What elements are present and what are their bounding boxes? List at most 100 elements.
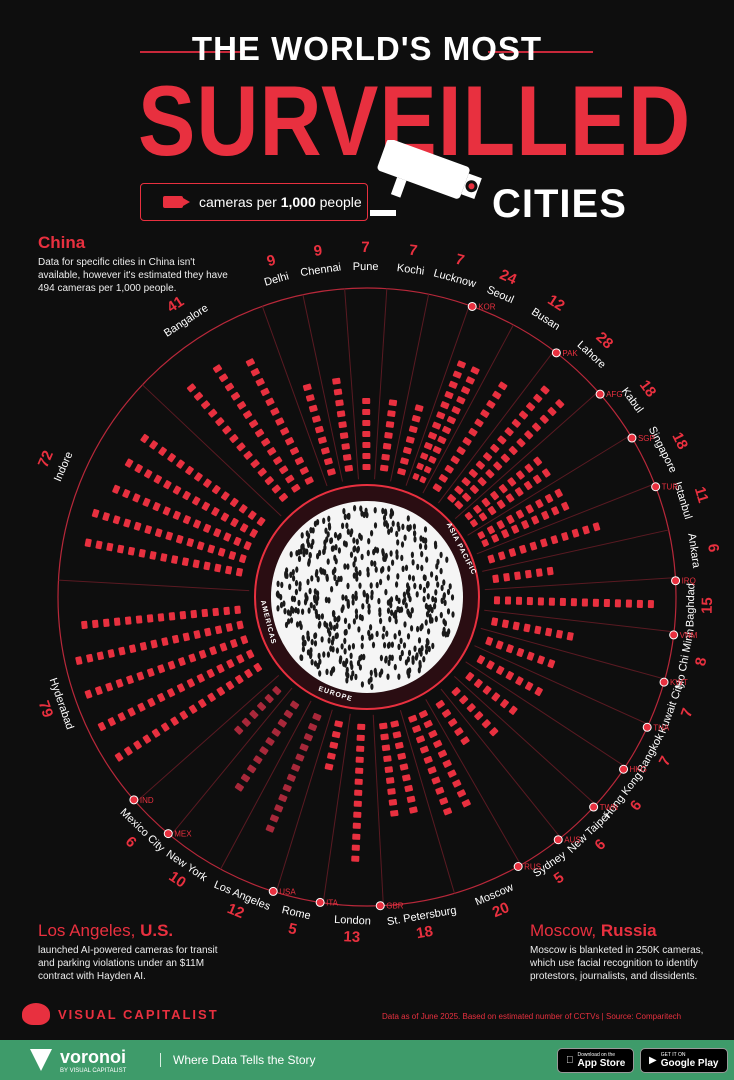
camera-mark [257,467,267,477]
crowd-person [383,556,386,562]
crowd-person [419,584,422,590]
camera-mark [470,519,479,528]
crowd-person [327,651,330,657]
camera-mark [172,635,180,644]
camera-mark [462,492,472,502]
camera-mark [354,801,362,807]
crowd-person [369,624,372,630]
camera-mark [515,676,524,686]
crowd-person [403,642,406,648]
camera-mark [209,646,217,656]
crowd-person [382,633,385,639]
crowd-person [301,609,304,615]
camera-mark [380,465,389,472]
camera-mark [547,407,557,417]
camera-mark [533,456,543,466]
crowd-person [392,520,395,526]
camera-mark [541,511,550,521]
camera-mark [521,520,530,530]
camera-mark [498,381,508,390]
camera-mark [193,519,202,529]
camera-mark [432,483,442,492]
camera-mark [114,752,123,762]
crowd-person [407,592,410,598]
camera-mark [125,616,132,625]
camera-mark [502,619,509,628]
vc-brand-text: VISUAL CAPITALIST [58,1007,219,1022]
crowd-person [346,583,349,589]
la-body: launched AI-powered cameras for transit … [38,944,218,983]
crowd-person [343,563,346,569]
camera-mark [239,554,247,563]
crowd-person [347,514,350,520]
crowd-person [290,606,293,612]
crowd-person [331,546,334,552]
crowd-person [339,658,342,664]
country-code: MEX [174,830,192,839]
crowd-person [327,627,330,633]
crowd-person [317,662,320,668]
sector-divider [406,305,469,485]
camera-mark [321,447,330,455]
camera-mark [353,823,361,829]
value-label: 72 [35,448,57,470]
camera-mark [452,370,462,379]
camera-mark [476,655,485,665]
crowd-person [416,591,419,597]
crowd-person [400,555,403,561]
sector-divider [345,289,359,479]
crowd-person [397,644,400,650]
voronoi-brand[interactable]: voronoi BY VISUAL CAPITALIST [30,1047,126,1074]
camera-mark [379,723,388,730]
crowd-person [442,579,445,585]
camera-mark [515,509,524,519]
crowd-person [353,618,356,624]
flag-icon [316,898,324,906]
crowd-person [311,539,314,545]
flag-icon [269,887,277,895]
camera-mark [127,707,136,717]
crowd-person [355,613,358,619]
camera-mark [387,410,396,417]
google-play-button[interactable]: ▶ GET IT ON Google Play [640,1048,728,1073]
camera-mark [337,410,346,417]
camera-mark [277,718,287,727]
city-label: Ankara [685,533,702,570]
crowd-person [326,576,329,582]
camera-mark [505,596,511,604]
camera-mark [532,422,542,432]
camera-mark [496,499,505,509]
camera-mark [409,806,418,814]
crowd-person [398,630,401,636]
camera-mark [412,415,421,423]
camera-mark [118,647,126,656]
app-store-button[interactable]:  Download on theApp Store [557,1048,634,1073]
camera-mark [273,456,283,465]
camera-mark [303,383,312,391]
crowd-person [337,534,340,540]
camera-mark [196,673,205,683]
crowd-person [374,668,377,674]
bar-hyderabad [75,606,262,762]
sector-divider [441,689,561,838]
crowd-person [288,584,291,590]
camera-mark [278,493,288,503]
crowd-person [372,549,375,555]
crowd-person [387,566,390,572]
crowd-person [351,670,354,676]
crowd-person [313,633,316,639]
camera-mark [172,510,181,520]
crowd-person [313,604,316,610]
camera-mark [234,782,244,791]
crowd-person [321,613,324,619]
camera-mark [403,447,412,455]
camera-mark [256,517,266,527]
bar-sydney [435,700,470,746]
flag-icon [552,349,560,357]
camera-mark [299,466,309,475]
crowd-person [387,643,390,649]
city-label: London [334,914,371,928]
camera-mark [158,446,168,456]
crowd-person [361,603,364,609]
crowd-person [322,518,325,524]
